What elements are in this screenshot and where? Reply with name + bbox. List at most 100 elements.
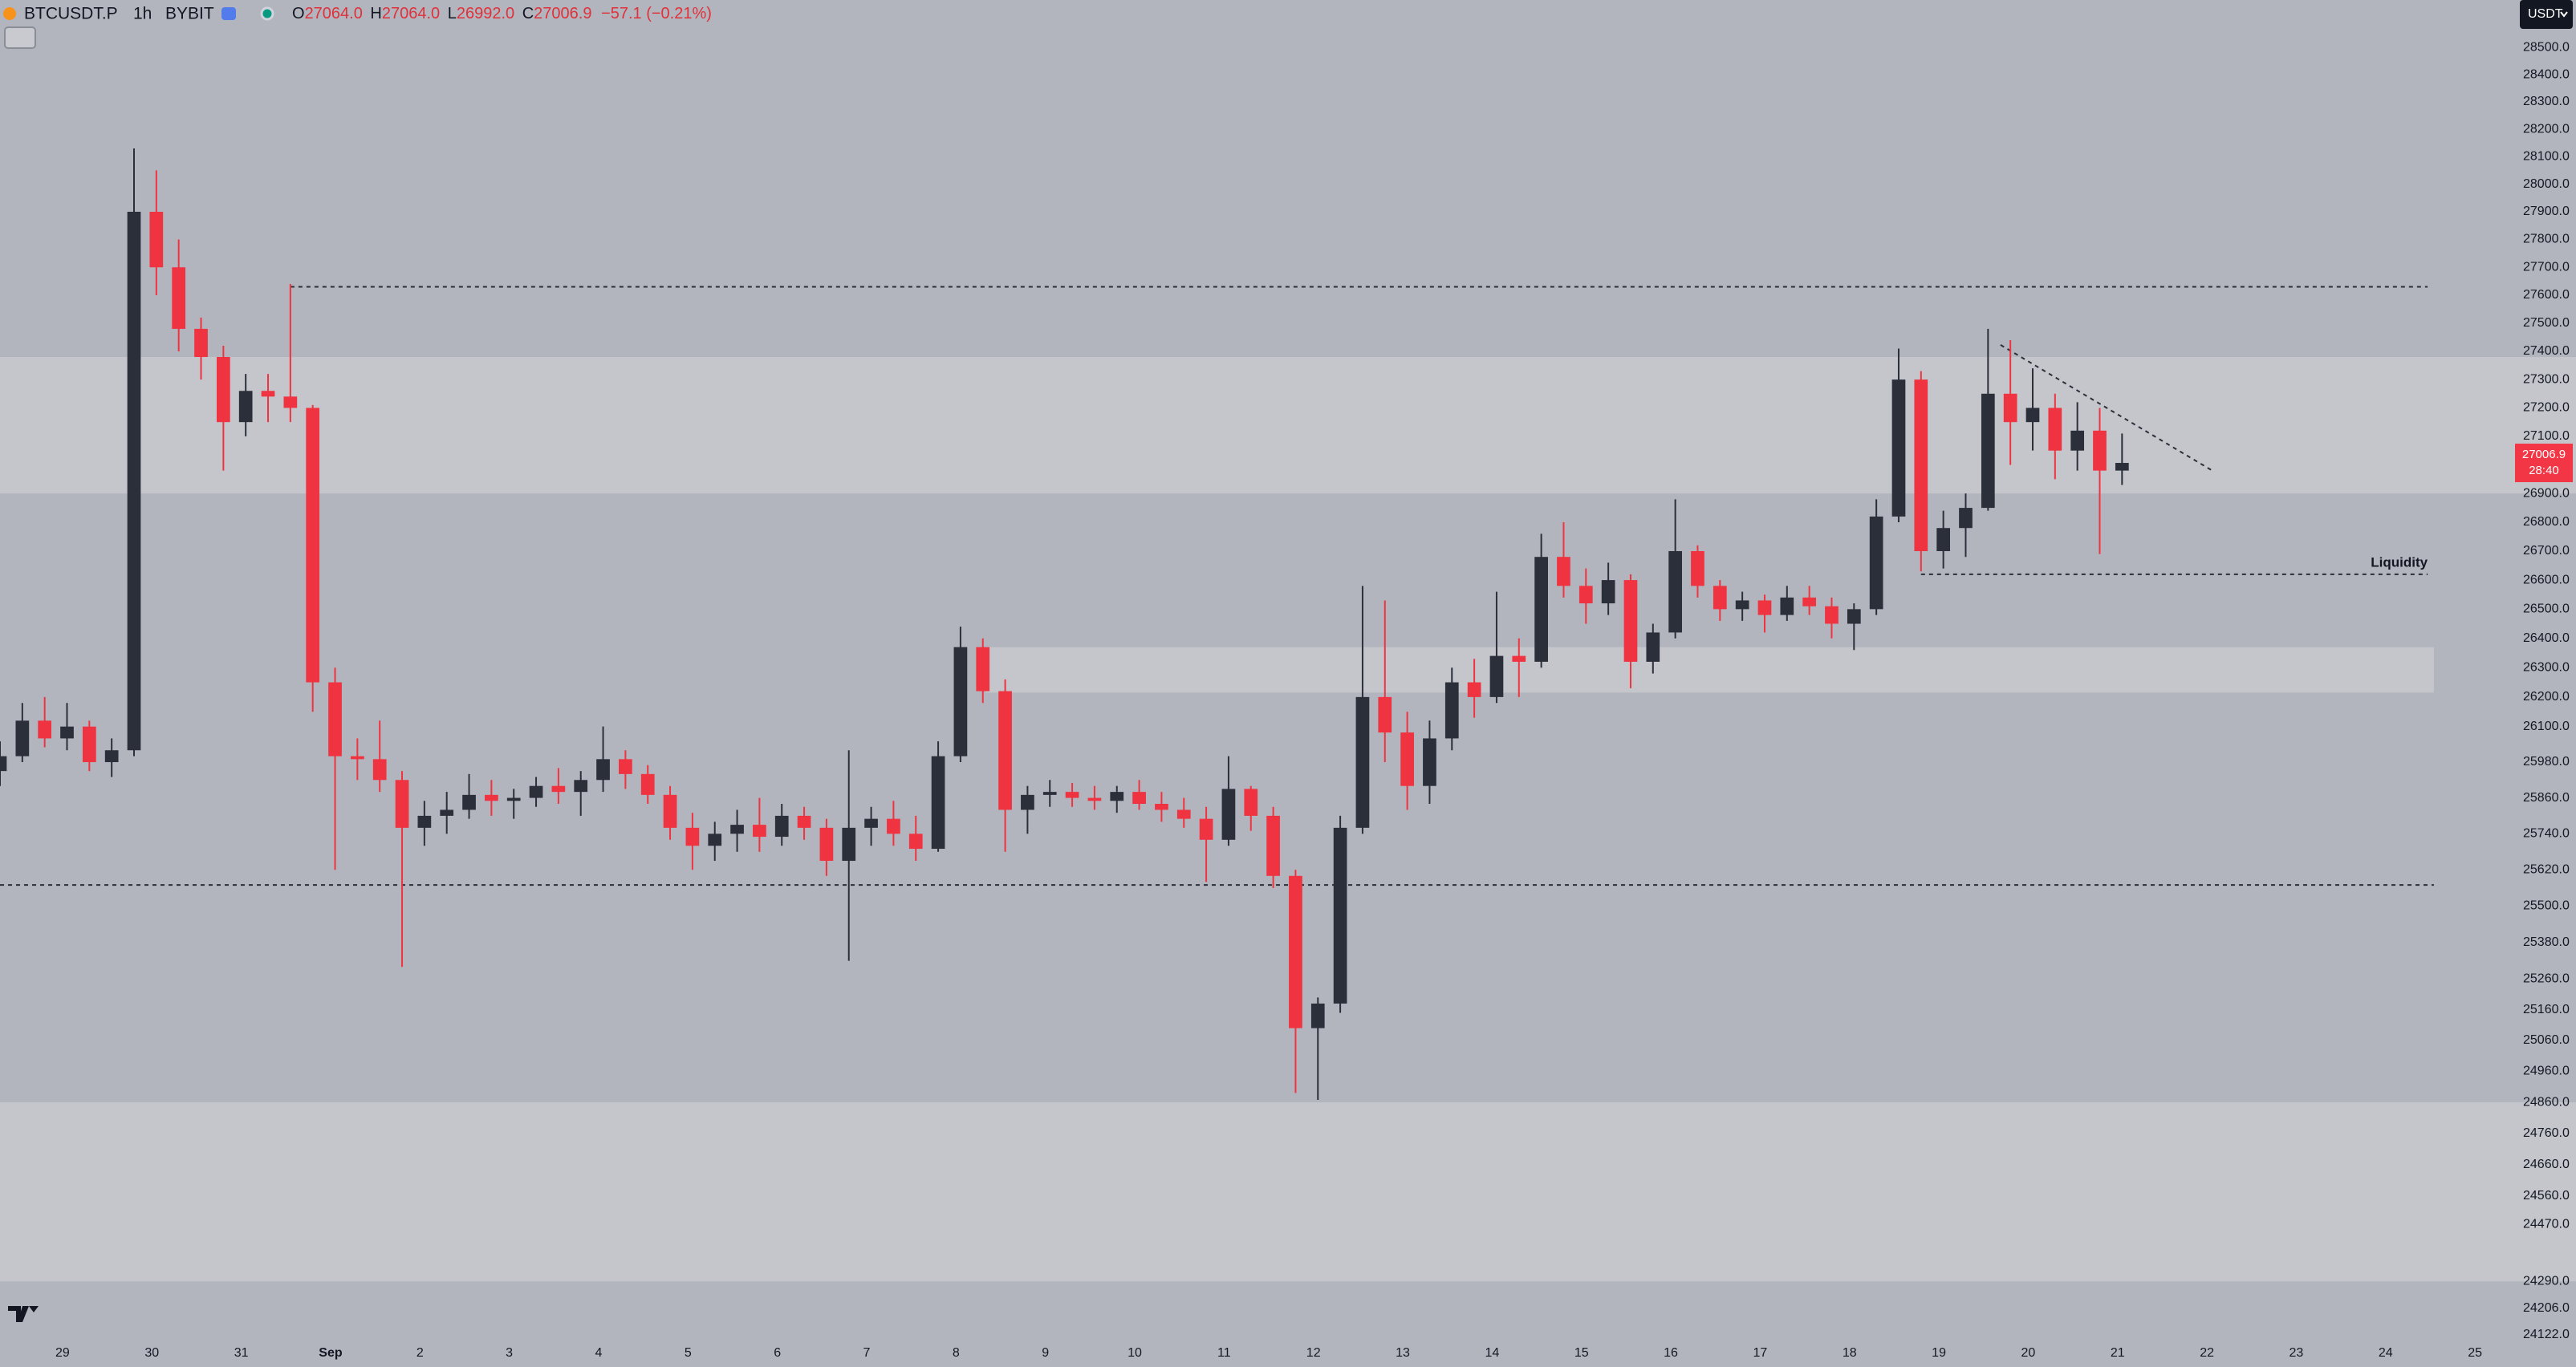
candle-body	[506, 797, 521, 801]
candle-body	[1847, 609, 1861, 624]
x-tick-label: 2	[416, 1346, 424, 1360]
candle-body	[1444, 682, 1459, 739]
candle-body	[328, 682, 342, 757]
candle-body	[774, 815, 789, 838]
candle-body	[1869, 516, 1883, 610]
y-tick-label: 24660.0	[2523, 1158, 2570, 1171]
y-tick-label: 26900.0	[2523, 486, 2570, 500]
candle-body	[1310, 1003, 1325, 1028]
y-tick-label: 25060.0	[2523, 1033, 2570, 1047]
y-tick-label: 24760.0	[2523, 1126, 2570, 1140]
y-tick-label: 25980.0	[2523, 755, 2570, 769]
y-tick-label: 26500.0	[2523, 602, 2570, 616]
candle-body	[306, 408, 320, 683]
candle-body	[842, 827, 856, 862]
candle-body	[908, 834, 923, 850]
candle-body	[730, 825, 744, 834]
candle-body	[2025, 408, 2040, 423]
x-tick-label: 7	[863, 1346, 871, 1360]
candle-body	[1087, 797, 1102, 801]
candle-body	[1423, 738, 1436, 786]
y-tick-label: 26600.0	[2523, 573, 2570, 586]
y-tick-label: 24560.0	[2523, 1189, 2570, 1203]
y-tick-label: 28300.0	[2523, 95, 2570, 108]
x-tick-label: 6	[774, 1346, 781, 1360]
y-tick-label: 25620.0	[2523, 863, 2570, 877]
candle-body	[529, 785, 543, 798]
candle-body	[149, 211, 164, 268]
candle-body	[1959, 508, 1973, 529]
y-tick-label: 27300.0	[2523, 372, 2570, 386]
y-tick-label: 26700.0	[2523, 544, 2570, 558]
candle-body	[797, 815, 811, 828]
candle-body	[976, 647, 990, 692]
y-tick-label: 28200.0	[2523, 122, 2570, 136]
candle-body	[395, 780, 409, 828]
x-tick-label: 5	[685, 1346, 692, 1360]
candle-body	[998, 691, 1012, 810]
candle-body	[1512, 655, 1526, 662]
x-tick-label: 14	[1485, 1346, 1499, 1360]
candle-body	[485, 794, 498, 801]
y-tick-label: 27200.0	[2523, 401, 2570, 415]
x-tick-label: 18	[1843, 1346, 1857, 1360]
dropdown-chevron	[2560, 11, 2568, 18]
y-tick-label: 24122.0	[2523, 1328, 2570, 1341]
candle-body	[663, 794, 677, 828]
logo[interactable]	[8, 1306, 39, 1322]
candle-body	[1825, 606, 1839, 624]
candle-body	[172, 267, 186, 329]
candle-body	[283, 396, 298, 408]
badge-icon[interactable]	[221, 7, 236, 20]
y-tick-label: 24860.0	[2523, 1095, 2570, 1109]
y-tick-label: 25740.0	[2523, 827, 2570, 841]
price-label-value: 27006.9	[2522, 448, 2566, 461]
candle-body	[1936, 528, 1950, 551]
y-tick-label: 28500.0	[2523, 40, 2570, 54]
x-tick-label: 20	[2021, 1346, 2036, 1360]
candle-body	[2048, 408, 2062, 451]
collapse-button[interactable]	[4, 26, 36, 49]
candle-body	[1266, 815, 1280, 876]
candle-body	[1691, 550, 1704, 586]
candle-body	[60, 726, 74, 739]
candle-body	[440, 809, 454, 816]
candle-body	[217, 357, 230, 423]
candle-body	[1802, 597, 1816, 606]
interval: 1h	[133, 5, 152, 23]
candle-body	[1333, 827, 1347, 1004]
x-tick-label: 3	[506, 1346, 513, 1360]
candle-body	[1244, 789, 1258, 816]
y-tick-label: 27900.0	[2523, 205, 2570, 218]
x-tick-label: 11	[1217, 1346, 1231, 1360]
y-tick-label: 25160.0	[2523, 1003, 2570, 1016]
y-tick-label: 25860.0	[2523, 791, 2570, 805]
x-tick-label: 31	[234, 1346, 249, 1360]
zone	[0, 1102, 2576, 1282]
y-tick-label: 24470.0	[2523, 1217, 2570, 1231]
candle-body	[1891, 379, 1906, 517]
candle-body	[1646, 632, 1660, 662]
candle-body	[1065, 792, 1079, 798]
candle-body	[1155, 804, 1168, 810]
candle-body	[640, 773, 655, 795]
y-tick-label: 28000.0	[2523, 177, 2570, 191]
y-tick-label: 28400.0	[2523, 67, 2570, 81]
ohlc-key: O	[292, 5, 305, 22]
x-tick-label: 21	[2111, 1346, 2125, 1360]
candle-body	[1489, 655, 1504, 697]
x-tick-label: 29	[55, 1346, 70, 1360]
candle-body	[953, 647, 968, 757]
x-tick-label: 8	[953, 1346, 960, 1360]
x-tick-label: 24	[2379, 1346, 2393, 1360]
countdown: 28:40	[2529, 464, 2559, 477]
currency-button[interactable]	[2520, 0, 2573, 29]
y-tick-label: 28100.0	[2523, 149, 2570, 163]
candle-body	[1557, 557, 1570, 586]
ohlc-key: C	[522, 5, 534, 22]
x-tick-label: 4	[595, 1346, 603, 1360]
exchange: BYBIT	[165, 5, 214, 23]
y-tick-label: 26200.0	[2523, 690, 2570, 704]
